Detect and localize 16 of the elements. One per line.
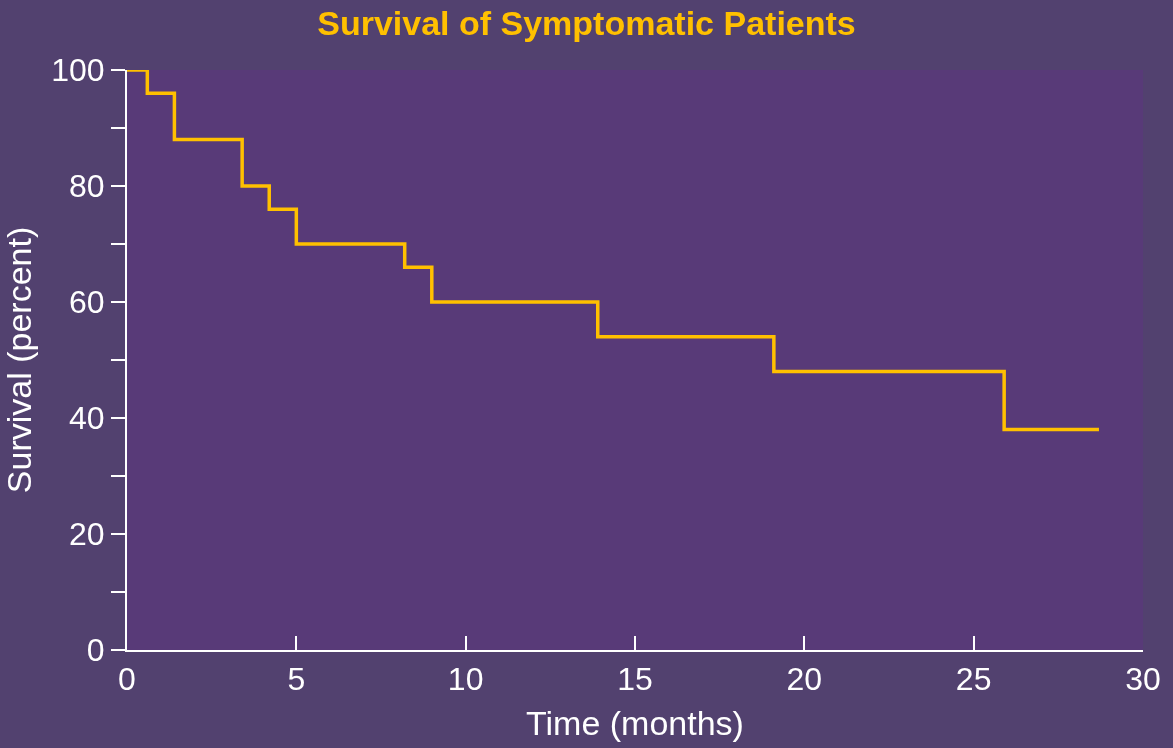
y-tick-label: 20 bbox=[69, 516, 105, 553]
y-tick-label: 40 bbox=[69, 400, 105, 437]
x-tick-label: 5 bbox=[287, 661, 306, 698]
y-tick-label: 0 bbox=[86, 632, 105, 669]
y-tick-label: 60 bbox=[69, 284, 105, 321]
x-tick-label: 0 bbox=[118, 661, 136, 698]
x-tick-label: 10 bbox=[447, 661, 484, 698]
x-axis-title: Time (months) bbox=[526, 704, 744, 743]
x-tick-label: 25 bbox=[955, 661, 992, 698]
x-tick-label: 20 bbox=[786, 661, 823, 698]
y-tick-label: 100 bbox=[51, 52, 105, 89]
x-tick-label: 30 bbox=[1125, 661, 1161, 698]
chart-title: Survival of Symptomatic Patients bbox=[317, 4, 856, 43]
x-tick-label: 15 bbox=[617, 661, 653, 698]
y-tick-label: 80 bbox=[69, 168, 105, 205]
y-axis-title: Survival (percent) bbox=[0, 226, 38, 494]
